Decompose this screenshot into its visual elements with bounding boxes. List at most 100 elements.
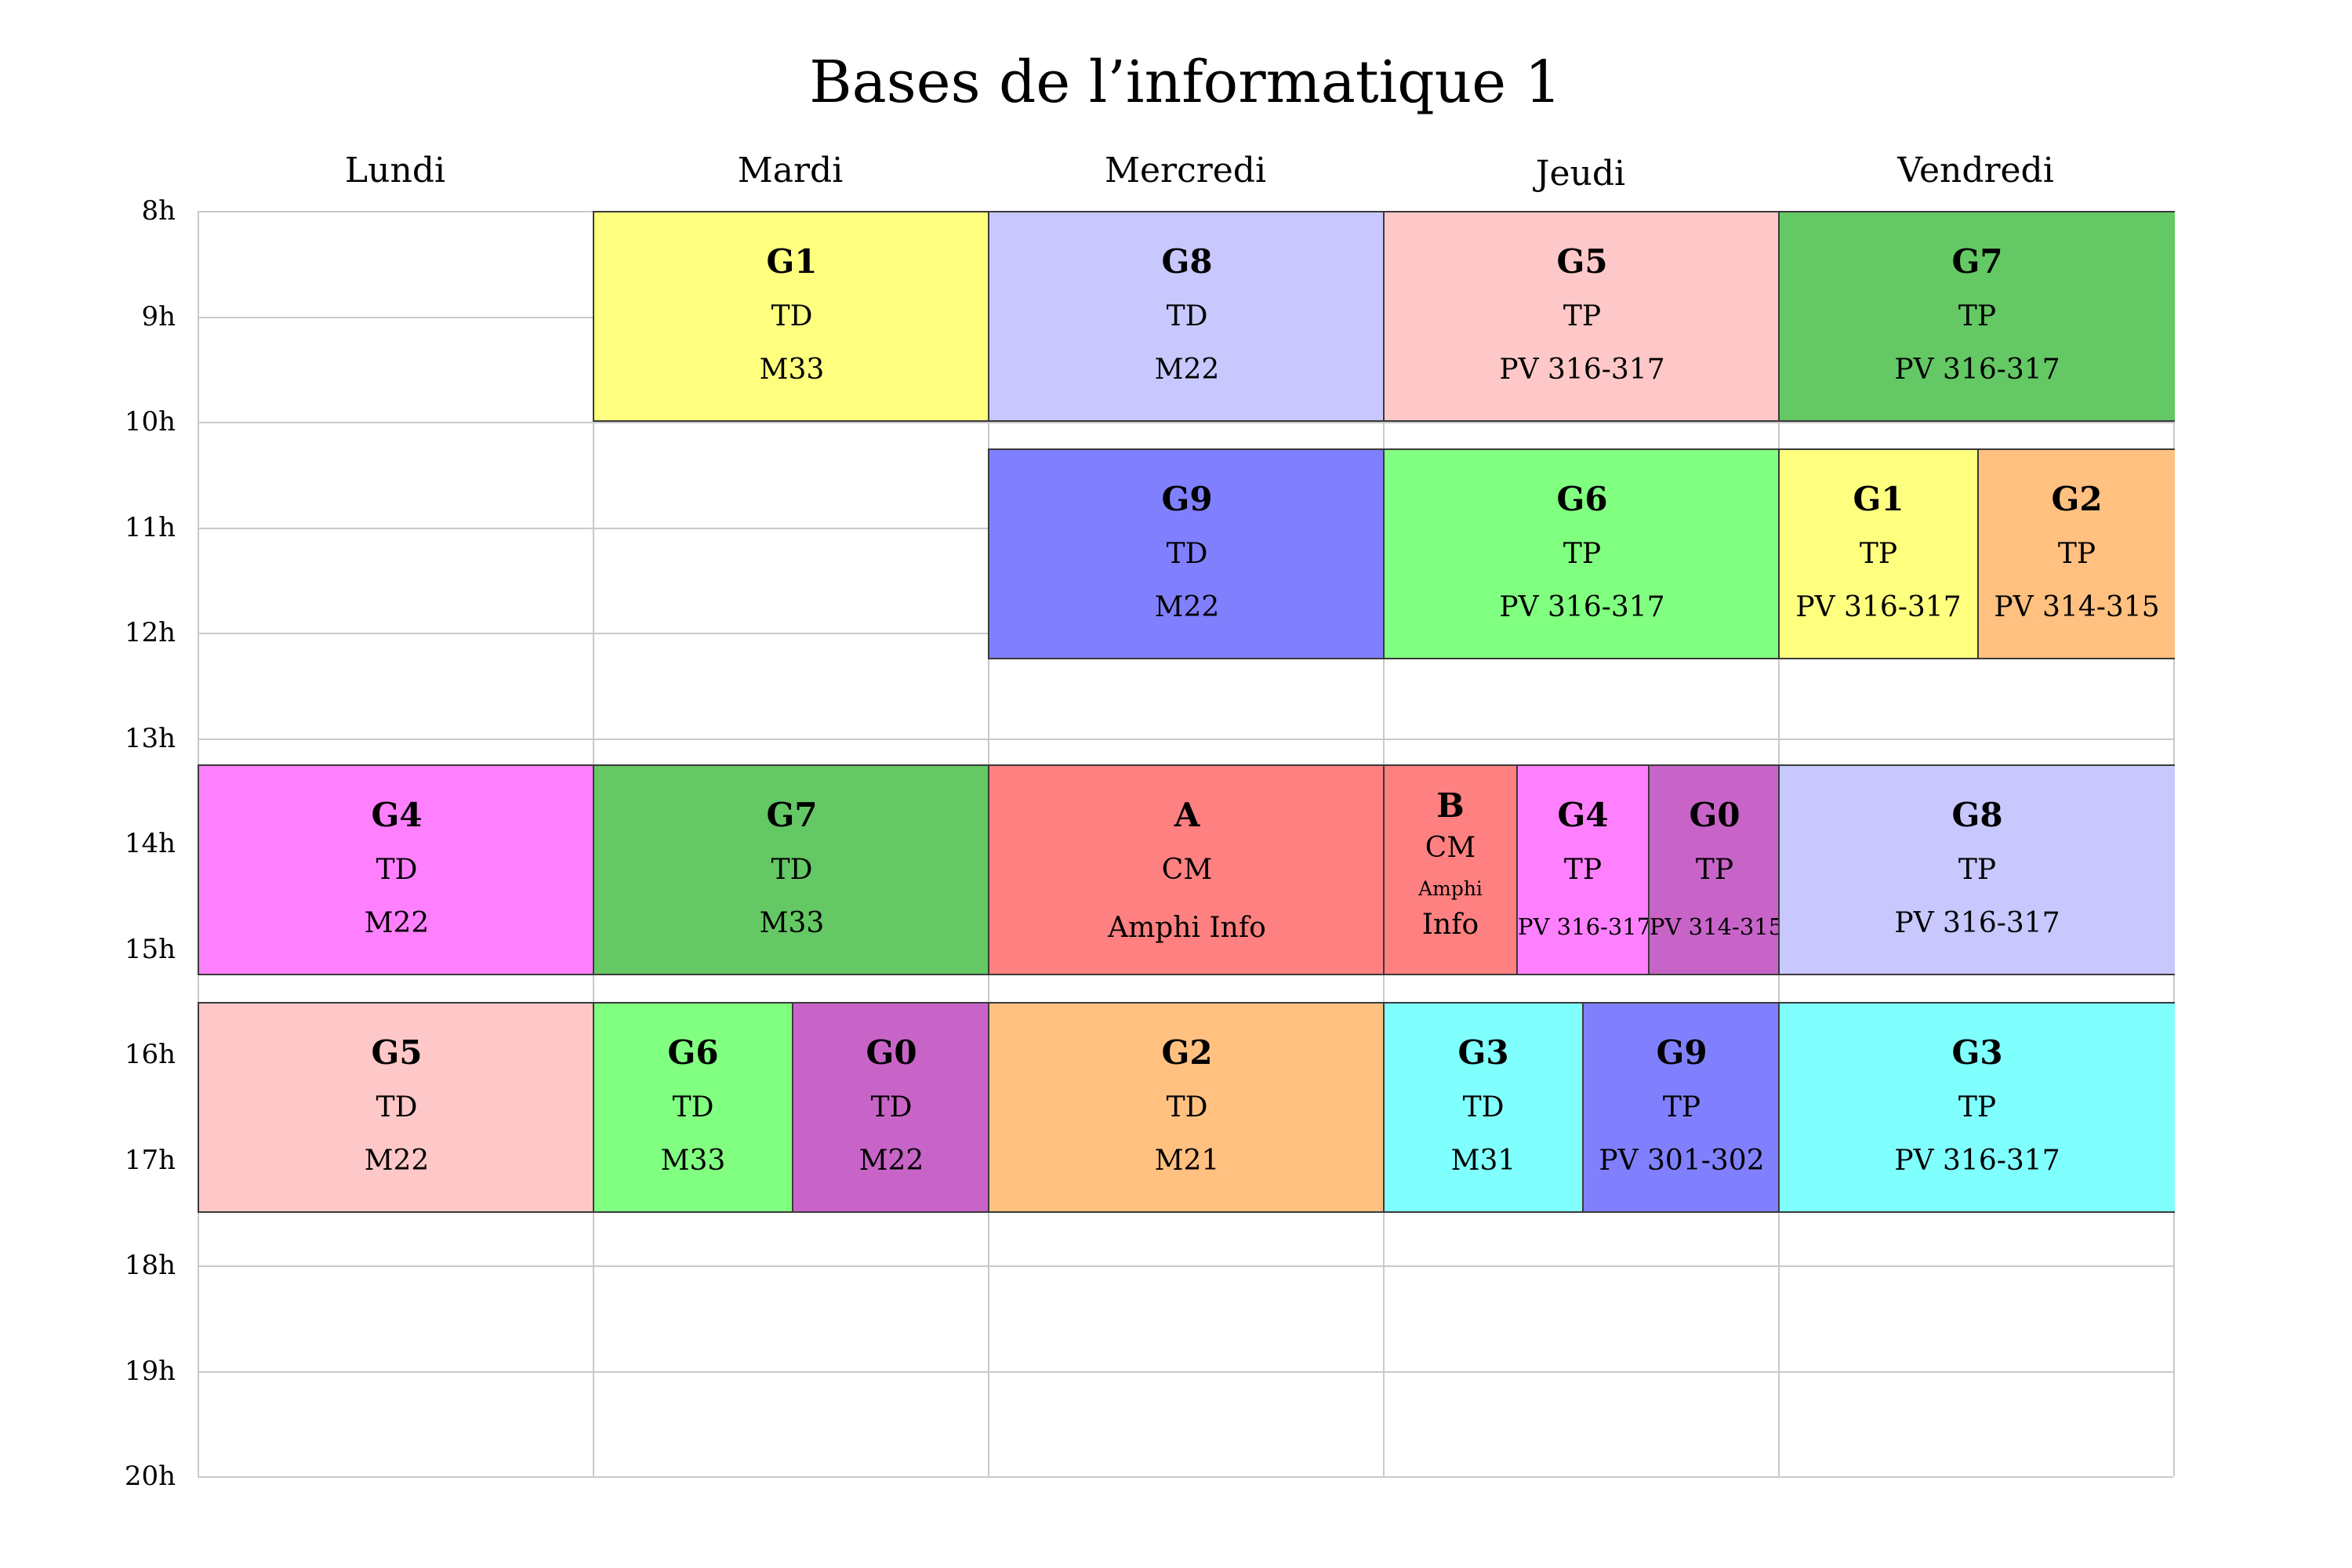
room-label: Amphi Info	[1108, 912, 1266, 945]
day-header: Mercredi	[1104, 151, 1267, 191]
session-type: TP	[1662, 1091, 1701, 1123]
session-type: TP	[1563, 537, 1602, 570]
room-label: PV 316-317	[1894, 354, 2060, 386]
hour-label: 9h	[141, 300, 176, 332]
hour-label: 16h	[124, 1039, 176, 1070]
hour-gridline	[198, 738, 2173, 740]
group-label: G6	[1556, 479, 1608, 518]
course-cell: G4 TP PV 316-317	[1516, 766, 1652, 975]
room-label: Amphi	[1418, 877, 1483, 901]
session-type: TD	[1166, 300, 1208, 332]
hour-gridline	[198, 1476, 2173, 1478]
group-label: G7	[766, 796, 818, 835]
room-label: PV 316-317	[1894, 1144, 2060, 1177]
group-label: G9	[1161, 479, 1213, 518]
group-label: G3	[1457, 1033, 1509, 1072]
session-type: TD	[1166, 537, 1208, 570]
session-block: G8 TD M22	[988, 211, 1385, 422]
session-block: B CM Amphi Info G4 TP PV 316-317 G0 TP PV 314-315	[1383, 764, 1784, 976]
hour-label: 8h	[141, 195, 176, 227]
day-header: Lundi	[344, 151, 446, 191]
group-label: G1	[766, 242, 818, 281]
hour-label: 13h	[124, 722, 176, 754]
hour-gridline	[198, 1265, 2173, 1267]
group-label: A	[1174, 796, 1200, 835]
session-type: TD	[376, 1091, 418, 1123]
hour-label: 19h	[124, 1355, 176, 1387]
course-cell: G7 TP PV 316-317	[1780, 212, 2175, 420]
session-block: G7 TP PV 316-317	[1778, 211, 2175, 422]
session-block: G8 TP PV 316-317	[1778, 764, 2175, 976]
group-label: B	[1436, 786, 1465, 826]
session-type: TD	[870, 1091, 913, 1123]
session-block: G6 TD M33 G0 TD M22	[593, 1001, 989, 1213]
hour-gridline	[198, 422, 2173, 423]
session-block: G3 TD M31 G9 TP PV 301-302	[1383, 1001, 1780, 1213]
session-type: TP	[1859, 537, 1898, 570]
hour-label: 15h	[124, 933, 176, 965]
session-type: TD	[1462, 1091, 1504, 1123]
group-label: G4	[1557, 796, 1609, 835]
session-type: TD	[1166, 1091, 1208, 1123]
session-type: TP	[1958, 300, 1997, 332]
session-block: G3 TP PV 316-317	[1778, 1001, 2175, 1213]
group-label: G3	[1951, 1033, 2003, 1072]
room-label: M31	[1450, 1144, 1516, 1177]
course-cell: G1 TP PV 316-317	[1780, 449, 1977, 658]
room-label: PV 314-315	[1994, 590, 2160, 623]
room-label: M33	[759, 354, 825, 386]
room-label: M33	[759, 907, 825, 940]
course-cell: G5 TP PV 316-317	[1385, 212, 1780, 420]
group-label: G8	[1161, 242, 1213, 281]
room-label: PV 316-317	[1518, 913, 1652, 941]
session-type: TD	[771, 854, 813, 887]
session-type: TP	[1695, 854, 1734, 887]
room-label: PV 316-317	[1499, 354, 1665, 386]
session-block: A CM Amphi Info	[988, 764, 1385, 976]
course-cell: G6 TP PV 316-317	[1385, 449, 1780, 658]
hour-label: 20h	[124, 1461, 176, 1492]
room-label: M22	[364, 907, 430, 940]
session-type: TP	[1563, 300, 1602, 332]
hour-label: 14h	[124, 828, 176, 859]
session-type: TD	[376, 854, 418, 887]
session-type: TP	[2057, 537, 2096, 570]
session-type: TD	[771, 300, 813, 332]
session-type: TP	[1958, 1091, 1997, 1123]
hour-label: 12h	[124, 617, 176, 648]
session-type: TD	[672, 1091, 714, 1123]
room-label: PV 316-317	[1499, 590, 1665, 623]
day-header: Vendredi	[1897, 151, 2054, 191]
hour-label: 18h	[124, 1250, 176, 1281]
group-label: G5	[1556, 242, 1608, 281]
session-block: G6 TP PV 316-317	[1383, 448, 1780, 659]
course-cell: G1 TD M33	[594, 212, 989, 420]
session-block: G1 TP PV 316-317 G2 TP PV 314-315	[1778, 448, 2175, 659]
course-cell: G6 TD M33	[594, 1003, 792, 1211]
room-label: M22	[364, 1144, 430, 1177]
room-label: M22	[1154, 354, 1220, 386]
hour-gridline	[198, 1370, 2173, 1373]
course-cell: G7 TD M33	[594, 766, 989, 975]
course-cell: G0 TP PV 314-315	[1648, 766, 1784, 975]
room-label: M22	[858, 1144, 924, 1177]
group-label: G0	[866, 1033, 917, 1072]
session-type: TP	[1563, 854, 1602, 887]
course-cell: G5 TD M22	[199, 1003, 594, 1211]
course-cell: G8 TD M22	[989, 212, 1385, 420]
day-header: Jeudi	[1535, 154, 1626, 194]
session-block: G1 TD M33	[593, 211, 989, 422]
room-label: Info	[1421, 909, 1479, 942]
course-cell: G3 TP PV 316-317	[1780, 1003, 2175, 1211]
room-label: PV 314-315	[1650, 913, 1784, 941]
group-label: G0	[1689, 796, 1740, 835]
course-cell: G2 TD M21	[989, 1003, 1385, 1211]
group-label: G4	[371, 796, 423, 835]
course-cell: G9 TP PV 301-302	[1582, 1003, 1780, 1211]
session-type: CM	[1161, 854, 1213, 887]
course-cell: G0 TD M22	[792, 1003, 989, 1211]
hour-label: 11h	[124, 511, 176, 543]
session-block: G4 TD M22	[198, 764, 594, 976]
session-block: G9 TD M22	[988, 448, 1385, 659]
course-cell: G2 TP PV 314-315	[1977, 449, 2175, 658]
